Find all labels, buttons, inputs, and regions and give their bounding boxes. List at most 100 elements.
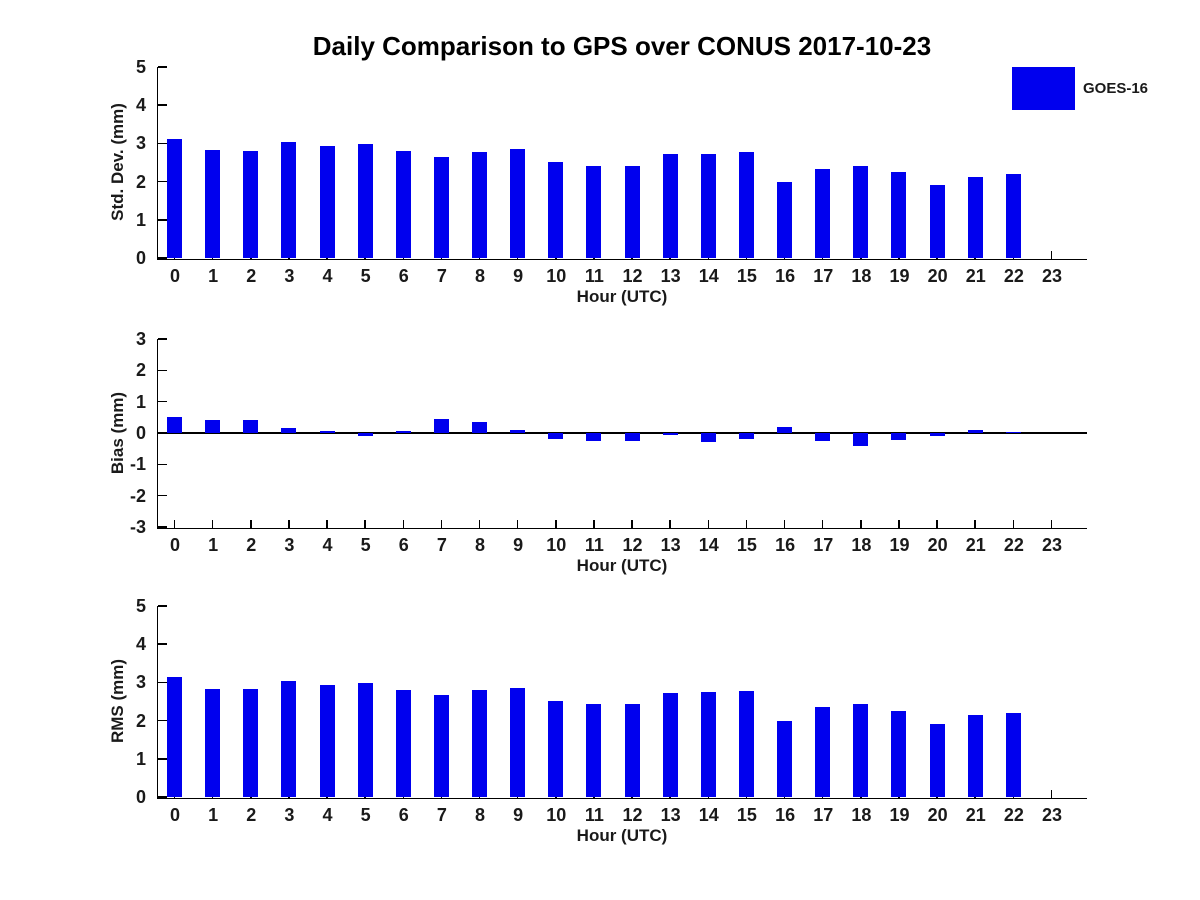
x-axis-label-stddev: Hour (UTC) [576,287,668,306]
x-tick-label: 20 [927,805,948,825]
y-tick [158,494,167,497]
y-tick-label: 1 [135,748,146,769]
bar-hour-13 [662,692,678,797]
y-tick-label: 1 [135,209,146,230]
x-tick [593,519,595,528]
y-tick-label: -2 [129,485,146,506]
bar-hour-13 [662,153,678,258]
y-tick-label: -1 [129,454,146,475]
x-tick [745,519,748,528]
bar-hour-12 [624,433,640,441]
x-tick-label: 19 [889,535,910,555]
y-tick [158,758,167,760]
bar-hour-13 [662,433,678,436]
x-tick-label: 10 [546,266,567,286]
x-axis-label-bias: Hour (UTC) [576,556,668,575]
y-tick-label: 2 [135,710,146,731]
x-tick-label: 23 [1041,266,1062,286]
bar-hour-11 [586,703,602,797]
bar-hour-0 [167,139,182,258]
bar-hour-9 [510,429,526,433]
x-tick-label: 5 [360,805,371,825]
x-tick [478,519,481,528]
x-tick [250,519,252,528]
x-tick [707,519,710,528]
bar-hour-2 [243,689,259,797]
y-tick-label: 3 [135,672,146,693]
x-tick [516,519,519,528]
bar-hour-7 [433,157,449,258]
x-tick [1012,519,1015,528]
x-tick-label: 23 [1041,535,1062,555]
y-tick [158,719,167,722]
y-tick-label: 2 [135,171,146,192]
x-tick-label: 3 [284,266,295,286]
y-tick [158,66,167,68]
x-tick-label: 4 [322,805,333,825]
bar-hour-18 [853,433,869,447]
bar-hour-20 [929,723,945,797]
x-tick [631,519,633,528]
x-tick-label: 0 [169,535,180,555]
x-tick-label: 23 [1041,805,1062,825]
bar-hour-1 [205,688,221,797]
x-tick-label: 14 [698,266,719,286]
x-tick [1050,250,1053,259]
bar-hour-5 [357,683,373,797]
y-tick-label: 4 [135,95,146,116]
x-tick-label: 1 [208,535,219,555]
x-tick-label: 12 [622,266,643,286]
bar-hour-8 [472,421,488,433]
legend-label: GOES-16 [1083,80,1149,97]
bar-hour-15 [738,690,754,797]
bar-hour-15 [738,433,754,439]
x-tick-label: 7 [436,266,447,286]
x-tick-label: 14 [698,805,719,825]
bar-hour-17 [815,168,831,258]
x-tick-label: 9 [513,535,524,555]
bar-hour-22 [1005,174,1021,258]
bar-hour-2 [243,151,259,258]
x-tick-label: 22 [1003,805,1024,825]
bar-hour-8 [472,690,488,797]
bar-hour-3 [281,427,297,433]
y-tick [158,338,167,340]
zero-line [158,432,1087,434]
bar-hour-17 [815,707,831,797]
y-tick-label: 2 [135,360,146,381]
y-tick [158,142,167,145]
x-tick-label: 13 [660,805,681,825]
bar-hour-3 [281,681,297,797]
x-tick-label: 11 [584,535,604,555]
bar-hour-16 [777,182,793,258]
x-axis-label-rms: Hour (UTC) [576,826,668,845]
x-tick-label: 5 [360,266,371,286]
bar-hour-10 [548,433,564,440]
bar-hour-14 [700,691,716,797]
bar-hour-10 [548,162,564,258]
x-tick-label: 8 [475,535,486,555]
y-tick [158,104,167,106]
x-tick-label: 20 [927,535,948,555]
x-tick [821,519,824,528]
x-tick-label: 10 [546,805,567,825]
x-tick [402,519,405,528]
legend-swatch [1012,67,1075,110]
x-tick [288,519,290,528]
x-tick-label: 18 [851,535,872,555]
x-tick-label: 17 [813,266,834,286]
bar-hour-19 [891,711,907,797]
bar-hour-22 [1005,712,1021,797]
y-tick-label: 1 [135,391,146,412]
y-tick-label: 4 [135,634,146,655]
x-tick-label: 2 [246,535,257,555]
x-tick-label: 16 [775,266,796,286]
bar-hour-5 [357,433,373,437]
y-tick [158,180,167,183]
bar-hour-5 [357,144,373,258]
x-tick-label: 9 [513,805,524,825]
x-tick-label: 8 [475,805,486,825]
x-tick-label: 0 [169,266,180,286]
bar-hour-12 [624,165,640,258]
y-tick [158,796,167,798]
